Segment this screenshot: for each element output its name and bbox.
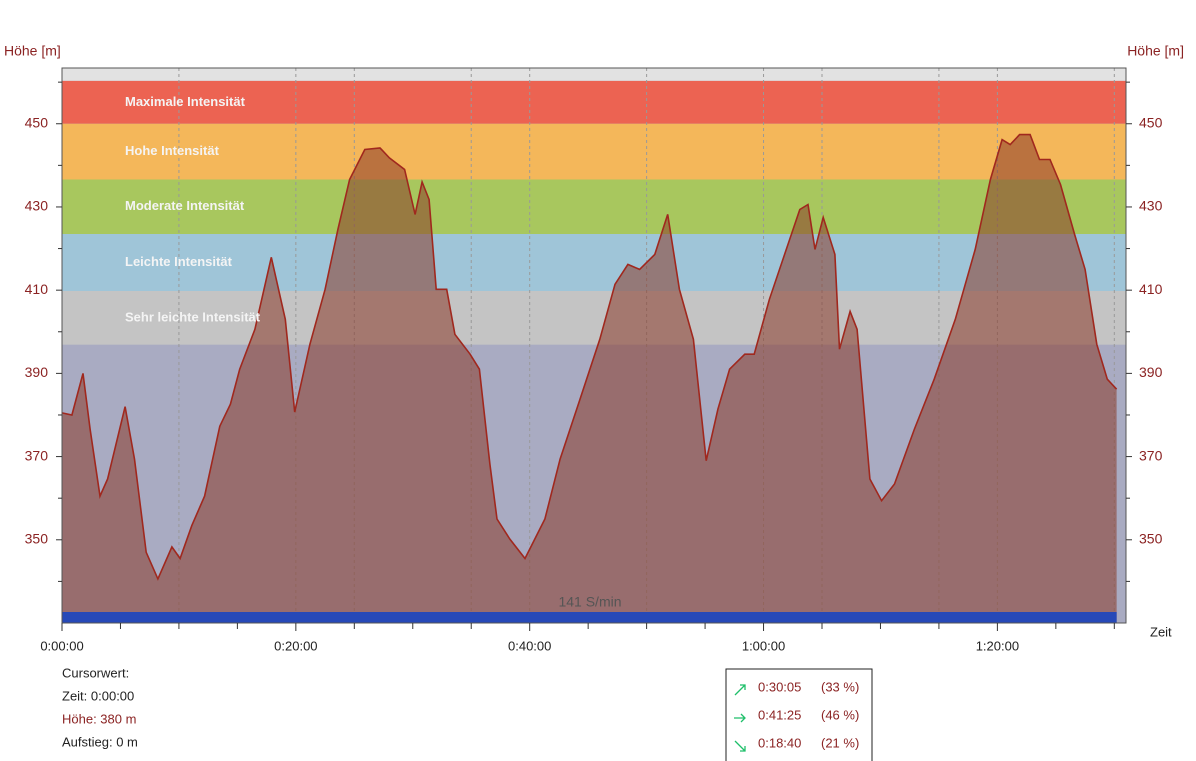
zone-label: Leichte Intensität xyxy=(125,254,233,269)
y2-tick-label: 450 xyxy=(1139,114,1163,130)
zone xyxy=(62,234,1126,291)
y2-tick-label: 390 xyxy=(1139,364,1163,380)
zone xyxy=(62,80,1126,124)
y-tick-label: 390 xyxy=(25,364,49,380)
x-tick-label: 0:40:00 xyxy=(508,638,551,653)
zone-label: Moderate Intensität xyxy=(125,198,245,213)
y2-axis-label: Höhe [m] xyxy=(1127,43,1184,59)
x-tick-label: 1:20:00 xyxy=(976,638,1019,653)
cadence-bar xyxy=(62,612,1117,623)
cursor-row: Aufstieg: 0 m xyxy=(62,734,138,749)
summary-share: (33 %) xyxy=(821,679,859,694)
y-tick-label: 370 xyxy=(25,447,49,463)
summary-time: 0:41:25 xyxy=(758,707,801,722)
y2-tick-label: 410 xyxy=(1139,281,1163,297)
cursor-title: Cursorwert: xyxy=(62,665,129,680)
cadence-label: 141 S/min xyxy=(558,594,621,610)
x-axis-label: Zeit xyxy=(1150,624,1172,639)
y-tick-label: 410 xyxy=(25,281,49,297)
zone xyxy=(62,179,1126,235)
x-tick-label: 0:20:00 xyxy=(274,638,317,653)
summary-time: 0:18:40 xyxy=(758,735,801,750)
plot-frame xyxy=(61,67,1127,624)
area xyxy=(62,134,1117,623)
y-tick-label: 350 xyxy=(25,530,49,546)
cursor-row: Höhe: 380 m xyxy=(62,711,136,726)
zone-label: Sehr leichte Intensität xyxy=(125,309,261,324)
zone xyxy=(62,123,1126,180)
summary-time: 0:30:05 xyxy=(758,679,801,694)
line xyxy=(61,133,1118,581)
y2-tick-label: 370 xyxy=(1139,447,1163,463)
x-tick-label: 1:00:00 xyxy=(742,638,785,653)
y-axis-label: Höhe [m] xyxy=(4,43,61,59)
summary-share: (46 %) xyxy=(821,707,859,722)
zone-label: Hohe Intensität xyxy=(125,143,220,158)
summary-box xyxy=(725,668,873,761)
plot-top-strip xyxy=(62,68,1126,81)
arrows xyxy=(734,684,746,752)
y-tick-label: 430 xyxy=(25,198,49,214)
zone-label: Maximale Intensität xyxy=(125,94,246,109)
y-tick-label: 450 xyxy=(25,114,49,130)
x-tick-label: 0:00:00 xyxy=(40,638,83,653)
summary-share: (21 %) xyxy=(821,735,859,750)
zone xyxy=(62,290,1126,345)
y2-tick-label: 350 xyxy=(1139,530,1163,546)
y2-tick-label: 430 xyxy=(1139,198,1163,214)
cursor-row: Zeit: 0:00:00 xyxy=(62,688,134,703)
